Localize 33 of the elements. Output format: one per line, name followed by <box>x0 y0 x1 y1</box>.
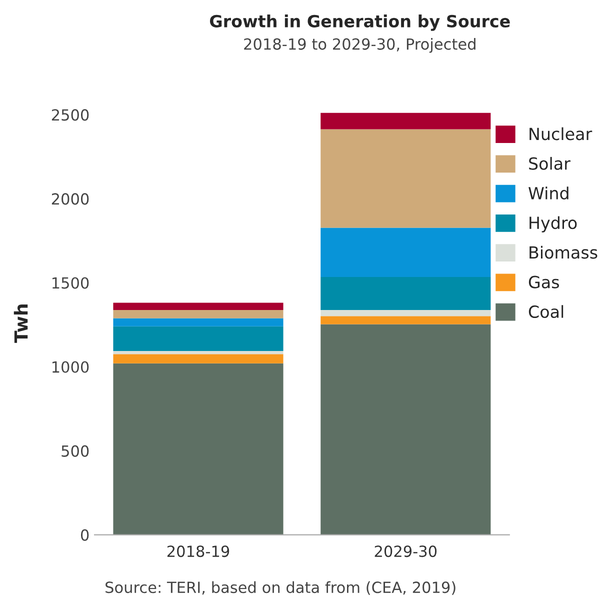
bar <box>320 310 491 316</box>
bar <box>113 350 284 354</box>
bar <box>320 324 491 535</box>
legend-label: Nuclear <box>530 127 592 140</box>
chart-title: Growth in Generation by Source <box>210 14 510 31</box>
x-tick-label: 2018-19 <box>167 546 230 558</box>
bar <box>320 112 491 130</box>
legend-label: Biomass <box>530 246 598 259</box>
legend-label: Hydro <box>530 216 577 232</box>
chart-subtitle: 2018-19 to 2029-30, Projected <box>244 38 476 53</box>
y-axis-title: Twh <box>14 304 28 343</box>
bar <box>113 363 284 535</box>
source-note: Source: TERI, based on data from (CEA, 2019) <box>106 581 456 595</box>
x-tick-label: 2029-30 <box>374 546 437 558</box>
bar <box>113 302 284 310</box>
bar <box>113 326 284 351</box>
bar <box>113 354 284 364</box>
bar <box>320 129 491 228</box>
bar <box>113 318 284 326</box>
legend-label: Gas <box>528 276 559 288</box>
y-tick-label: 2500 <box>52 109 89 121</box>
y-tick-label: 1000 <box>52 361 89 373</box>
y-tick-label: 0 <box>80 529 89 541</box>
bar <box>320 277 491 310</box>
bar <box>113 310 284 318</box>
y-tick-label: 1500 <box>52 277 89 289</box>
bar <box>320 316 491 324</box>
y-tick-label: 500 <box>62 445 89 457</box>
y-tick-label: 2000 <box>52 193 89 205</box>
legend-label: Wind <box>528 186 568 200</box>
legend-label: Solar <box>529 156 570 170</box>
bar <box>320 228 491 278</box>
legend-label: Coal <box>528 305 564 318</box>
